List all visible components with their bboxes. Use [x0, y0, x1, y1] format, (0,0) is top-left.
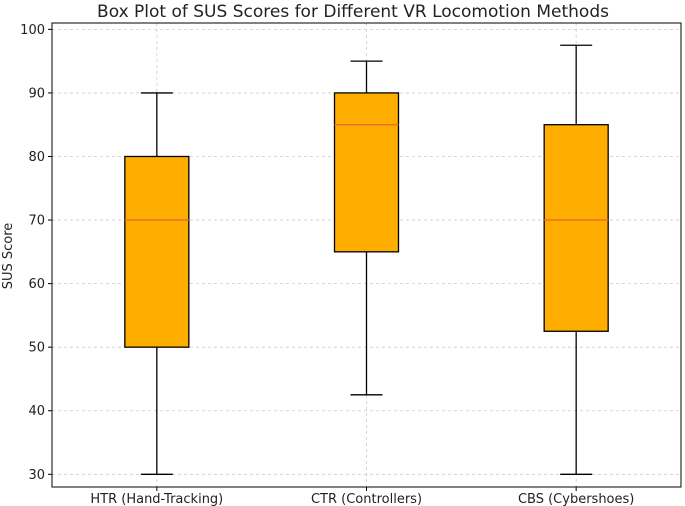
y-tick-label: 30	[28, 468, 45, 483]
x-tick-label: CTR (Controllers)	[311, 492, 422, 506]
x-tick-label: HTR (Hand-Tracking)	[90, 492, 223, 506]
y-tick-label: 100	[20, 23, 45, 38]
boxes-layer	[124, 44, 609, 475]
iqr-box	[333, 92, 400, 253]
x-axis-ticks: HTR (Hand-Tracking) CTR (Controllers) CBS …	[90, 487, 634, 506]
y-tick-label: 80	[28, 150, 45, 165]
box-group	[124, 92, 190, 475]
chart-title: Box Plot of SUS Scores for Different VR …	[97, 2, 609, 22]
y-tick-label: 50	[28, 341, 45, 356]
iqr-box	[124, 155, 190, 348]
box-group	[333, 60, 400, 396]
x-tick-label: CBS (Cybershoes)	[518, 492, 634, 506]
y-tick-label: 90	[28, 86, 45, 101]
y-axis-label: SUS Score	[1, 223, 16, 290]
y-axis-ticks: 30 40 50 60 70 80 90 100	[20, 23, 52, 483]
box-group	[543, 44, 609, 475]
iqr-box	[543, 124, 609, 332]
y-tick-label: 70	[28, 214, 45, 229]
y-tick-label: 60	[28, 277, 45, 292]
y-tick-label: 40	[28, 404, 45, 419]
